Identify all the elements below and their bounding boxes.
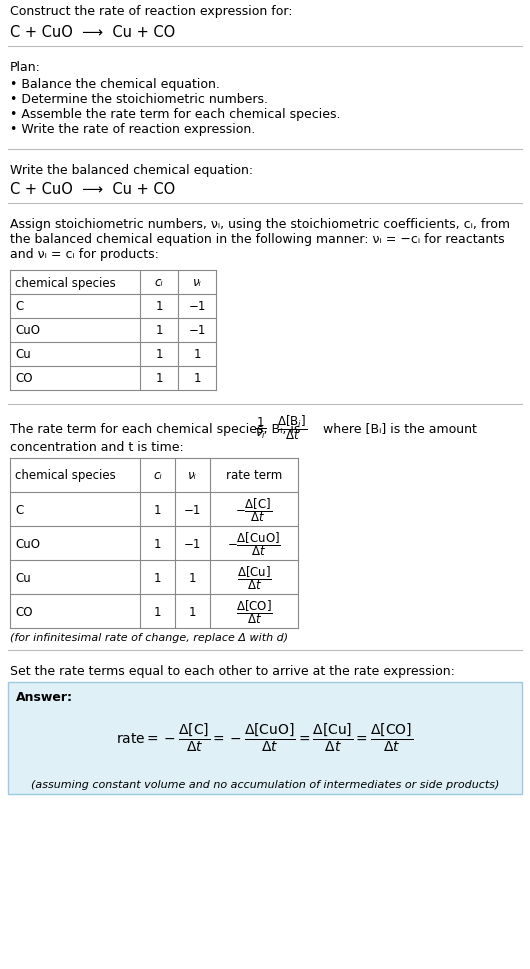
Text: 1: 1 [193, 348, 201, 361]
Text: cᵢ: cᵢ [155, 276, 163, 289]
Text: −1: −1 [188, 300, 206, 313]
Text: Answer:: Answer: [16, 690, 73, 703]
Text: 1: 1 [155, 348, 163, 361]
Text: $\dfrac{\Delta[\mathrm{Cu}]}{\Delta t}$: $\dfrac{\Delta[\mathrm{Cu}]}{\Delta t}$ [236, 564, 271, 591]
Text: 1: 1 [154, 537, 161, 550]
Text: where [Bᵢ] is the amount: where [Bᵢ] is the amount [323, 422, 476, 435]
Text: CuO: CuO [15, 325, 40, 337]
Text: νᵢ: νᵢ [188, 469, 197, 482]
Text: 1: 1 [155, 300, 163, 313]
Text: $-\dfrac{\Delta[\mathrm{C}]}{\Delta t}$: $-\dfrac{\Delta[\mathrm{C}]}{\Delta t}$ [235, 496, 272, 523]
Text: CO: CO [15, 372, 32, 385]
Text: chemical species: chemical species [15, 276, 116, 289]
Text: and νᵢ = cᵢ for products:: and νᵢ = cᵢ for products: [10, 248, 159, 261]
Text: concentration and t is time:: concentration and t is time: [10, 441, 184, 453]
FancyBboxPatch shape [8, 682, 522, 795]
Text: 1: 1 [154, 503, 161, 516]
Text: 1: 1 [193, 372, 201, 385]
Text: Write the balanced chemical equation:: Write the balanced chemical equation: [10, 164, 253, 176]
Text: Plan:: Plan: [10, 61, 41, 74]
Text: Cu: Cu [15, 348, 31, 361]
Text: Cu: Cu [15, 571, 31, 584]
Text: −1: −1 [184, 503, 201, 516]
Text: C: C [15, 503, 23, 516]
Text: 1: 1 [155, 372, 163, 385]
Text: cᵢ: cᵢ [153, 469, 162, 482]
Text: C + CuO  ⟶  Cu + CO: C + CuO ⟶ Cu + CO [10, 25, 175, 40]
Text: Assign stoichiometric numbers, νᵢ, using the stoichiometric coefficients, cᵢ, fr: Assign stoichiometric numbers, νᵢ, using… [10, 218, 510, 231]
Text: Set the rate terms equal to each other to arrive at the rate expression:: Set the rate terms equal to each other t… [10, 665, 455, 677]
Text: νᵢ: νᵢ [192, 276, 201, 289]
Text: 1: 1 [154, 571, 161, 584]
Text: • Balance the chemical equation.: • Balance the chemical equation. [10, 78, 220, 91]
Text: • Determine the stoichiometric numbers.: • Determine the stoichiometric numbers. [10, 93, 268, 106]
Text: chemical species: chemical species [15, 469, 116, 482]
Text: 1: 1 [155, 325, 163, 337]
Text: CuO: CuO [15, 537, 40, 550]
Text: $-\dfrac{\Delta[\mathrm{CuO}]}{\Delta t}$: $-\dfrac{\Delta[\mathrm{CuO}]}{\Delta t}… [227, 530, 281, 557]
Text: (assuming constant volume and no accumulation of intermediates or side products): (assuming constant volume and no accumul… [31, 779, 499, 789]
Text: 1: 1 [189, 571, 196, 584]
Text: The rate term for each chemical species, Bᵢ, is: The rate term for each chemical species,… [10, 422, 301, 435]
Text: C: C [15, 300, 23, 313]
Text: 1: 1 [189, 605, 196, 618]
Text: $\dfrac{1}{\nu_i}$: $\dfrac{1}{\nu_i}$ [254, 415, 266, 441]
Text: 1: 1 [154, 605, 161, 618]
Text: the balanced chemical equation in the following manner: νᵢ = −cᵢ for reactants: the balanced chemical equation in the fo… [10, 233, 505, 246]
Text: rate term: rate term [226, 469, 282, 482]
Text: Construct the rate of reaction expression for:: Construct the rate of reaction expressio… [10, 5, 293, 18]
Text: $\mathrm{rate} = -\dfrac{\Delta[\mathrm{C}]}{\Delta t} = -\dfrac{\Delta[\mathrm{: $\mathrm{rate} = -\dfrac{\Delta[\mathrm{… [117, 721, 413, 753]
Text: −1: −1 [188, 325, 206, 337]
Text: CO: CO [15, 605, 32, 618]
Text: • Write the rate of reaction expression.: • Write the rate of reaction expression. [10, 123, 255, 136]
Text: $\dfrac{\Delta[\mathrm{CO}]}{\Delta t}$: $\dfrac{\Delta[\mathrm{CO}]}{\Delta t}$ [236, 598, 272, 625]
Text: • Assemble the rate term for each chemical species.: • Assemble the rate term for each chemic… [10, 108, 340, 121]
Text: (for infinitesimal rate of change, replace Δ with d): (for infinitesimal rate of change, repla… [10, 633, 288, 642]
Text: −1: −1 [184, 537, 201, 550]
Text: $\dfrac{\Delta[\mathrm{B}_i]}{\Delta t}$: $\dfrac{\Delta[\mathrm{B}_i]}{\Delta t}$ [277, 413, 307, 442]
Text: C + CuO  ⟶  Cu + CO: C + CuO ⟶ Cu + CO [10, 182, 175, 197]
